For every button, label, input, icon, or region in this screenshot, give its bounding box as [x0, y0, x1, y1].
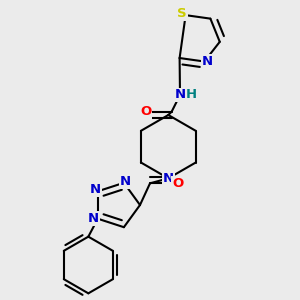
- Text: N: N: [88, 212, 99, 225]
- Text: S: S: [178, 7, 187, 20]
- Text: O: O: [172, 177, 183, 190]
- Text: N: N: [120, 175, 131, 188]
- Text: N: N: [163, 172, 174, 185]
- Text: N: N: [202, 55, 213, 68]
- Text: N: N: [174, 88, 186, 101]
- Text: H: H: [185, 88, 197, 101]
- Text: O: O: [140, 105, 151, 118]
- Text: N: N: [90, 183, 101, 196]
